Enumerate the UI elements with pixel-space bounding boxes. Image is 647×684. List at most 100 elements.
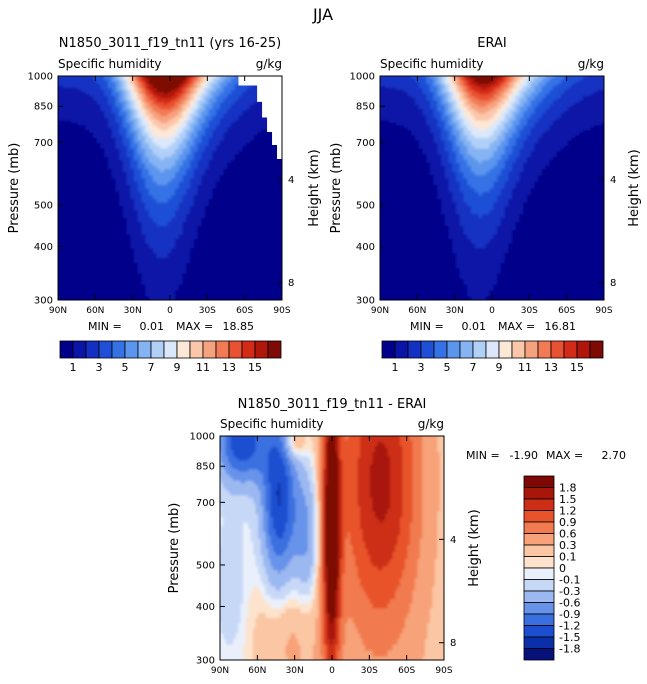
x-tick-label: 90N xyxy=(49,306,67,316)
contour-cell xyxy=(227,151,233,156)
contour-cell xyxy=(178,284,184,292)
contour-cell xyxy=(223,206,229,212)
contour-cell xyxy=(58,217,61,224)
contour-cell xyxy=(126,100,132,104)
contour-cell xyxy=(260,175,266,180)
contour-cell xyxy=(119,104,124,108)
contour-cell xyxy=(148,100,154,104)
contour-cell xyxy=(193,122,199,127)
contour-cell xyxy=(119,137,124,142)
contour-cell xyxy=(234,157,240,161)
contour-cell xyxy=(219,137,225,142)
contour-cell xyxy=(385,165,390,170)
contour-cell xyxy=(204,137,210,142)
contour-cell xyxy=(234,188,240,193)
contour-cell xyxy=(178,127,184,132)
contour-cell xyxy=(167,132,173,137)
contour-cell xyxy=(234,172,240,177)
contour-cell xyxy=(134,273,139,280)
contour-cell xyxy=(178,90,184,94)
contour-cell xyxy=(171,198,177,204)
contour-cell xyxy=(81,296,87,300)
contour-cell xyxy=(208,214,214,219)
contour-cell xyxy=(137,263,143,270)
contour-cell xyxy=(130,140,136,145)
contour-cell xyxy=(63,222,68,228)
contour-cell xyxy=(227,130,233,134)
contour-cell xyxy=(66,132,72,137)
contour-cell xyxy=(141,143,147,147)
contour-cell xyxy=(197,273,203,280)
contour-cell xyxy=(268,296,274,300)
contour-cell xyxy=(107,195,113,200)
contour-cell xyxy=(119,159,124,164)
contour-cell xyxy=(145,165,150,170)
contour-cell xyxy=(275,268,281,275)
contour-cell xyxy=(59,135,65,139)
contour-cell xyxy=(122,202,128,208)
contour-cell xyxy=(246,88,251,92)
contour-cell xyxy=(231,188,236,193)
contour-cell xyxy=(107,214,113,219)
contour-cell xyxy=(130,290,136,298)
contour-cell xyxy=(396,82,402,86)
contour-cell xyxy=(275,214,281,219)
contour-cell xyxy=(78,140,83,145)
contour-cell xyxy=(58,96,61,100)
contour-cell xyxy=(260,132,266,137)
contour-cell xyxy=(122,84,128,88)
contour-cell xyxy=(111,109,117,113)
contour-cell xyxy=(115,135,121,139)
contour-cell xyxy=(89,195,94,200)
contour-cell xyxy=(246,217,251,224)
contour-cell xyxy=(78,78,83,82)
contour-cell xyxy=(134,162,139,167)
contour-cell xyxy=(392,115,398,120)
contour-cell xyxy=(219,96,225,100)
contour-cell xyxy=(249,206,255,212)
contour-cell xyxy=(231,102,236,106)
contour-cell xyxy=(272,154,277,159)
contour-cell xyxy=(66,98,72,102)
contour-cell xyxy=(178,94,184,98)
contour-cell xyxy=(201,191,206,197)
contour-cell xyxy=(89,248,94,255)
contour-cell xyxy=(234,296,240,300)
contour-cell xyxy=(403,80,409,84)
contour-cell xyxy=(201,92,206,96)
contour-cell xyxy=(275,202,281,208)
contour-cell xyxy=(152,268,158,275)
contour-cell xyxy=(59,84,65,88)
contour-cell xyxy=(122,210,128,216)
contour-cell xyxy=(122,106,128,111)
contour-cell xyxy=(219,106,225,111)
contour-cell xyxy=(223,257,229,265)
contour-cell xyxy=(58,100,61,104)
contour-cell xyxy=(74,78,80,82)
contour-cell xyxy=(148,135,154,139)
contour-cell xyxy=(400,94,405,98)
contour-cell xyxy=(231,181,236,187)
contour-cell xyxy=(204,145,210,150)
contour-cell xyxy=(104,278,109,286)
contour-cell xyxy=(111,222,117,228)
contour-cell xyxy=(130,98,136,102)
contour-cell xyxy=(152,195,158,200)
contour-cell xyxy=(238,243,244,250)
contour-cell xyxy=(380,113,383,117)
contour-cell xyxy=(234,125,240,129)
contour-cell xyxy=(145,290,150,298)
contour-cell xyxy=(219,248,225,255)
contour-cell xyxy=(190,106,195,111)
contour-cell xyxy=(234,140,240,145)
contour-cell xyxy=(190,226,195,232)
contour-cell xyxy=(141,284,147,292)
contour-cell xyxy=(208,96,214,100)
colorbar-swatch xyxy=(189,340,204,359)
contour-cell xyxy=(85,78,91,82)
contour-cell xyxy=(104,98,109,102)
contour-cell xyxy=(137,86,143,90)
contour-cell xyxy=(156,92,162,96)
contour-cell xyxy=(268,143,274,147)
contour-cell xyxy=(204,106,210,111)
